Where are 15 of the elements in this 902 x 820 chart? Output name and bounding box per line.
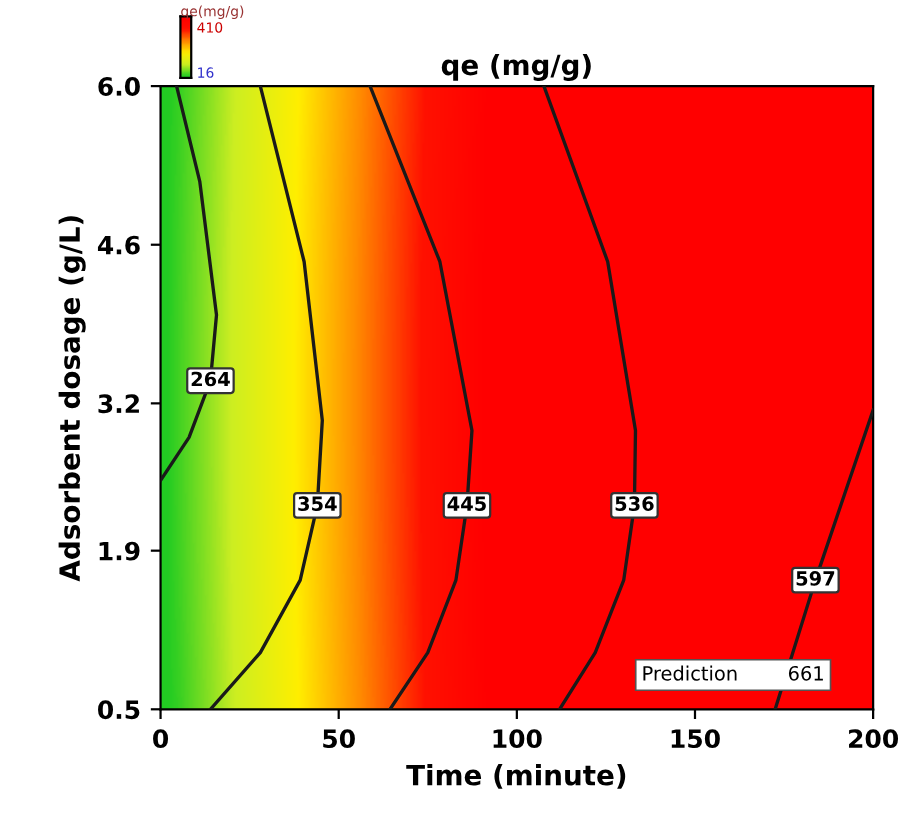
y-axis-title: Adsorbent dosage (g/L)	[58, 216, 86, 582]
x-tick-label: 100	[493, 729, 542, 749]
x-tick-label: 0	[153, 729, 169, 749]
y-tick-label: 3.2	[98, 394, 139, 414]
x-tick-label: 200	[849, 729, 899, 749]
x-tick-label: 50	[323, 729, 355, 749]
chart-title: qe (mg/g)	[441, 53, 591, 81]
annotation: Prediction 661	[643, 665, 823, 681]
y-tick-label: 0.5	[98, 700, 140, 720]
line-series	[773, 408, 874, 710]
y-tick-label: 4.6	[97, 235, 140, 255]
x-tick-label: 150	[671, 729, 720, 749]
x-axis-title: Time (minute)	[406, 764, 626, 789]
y-tick-label: 1.9	[99, 541, 140, 561]
y-tick-label: 6.0	[98, 77, 140, 96]
